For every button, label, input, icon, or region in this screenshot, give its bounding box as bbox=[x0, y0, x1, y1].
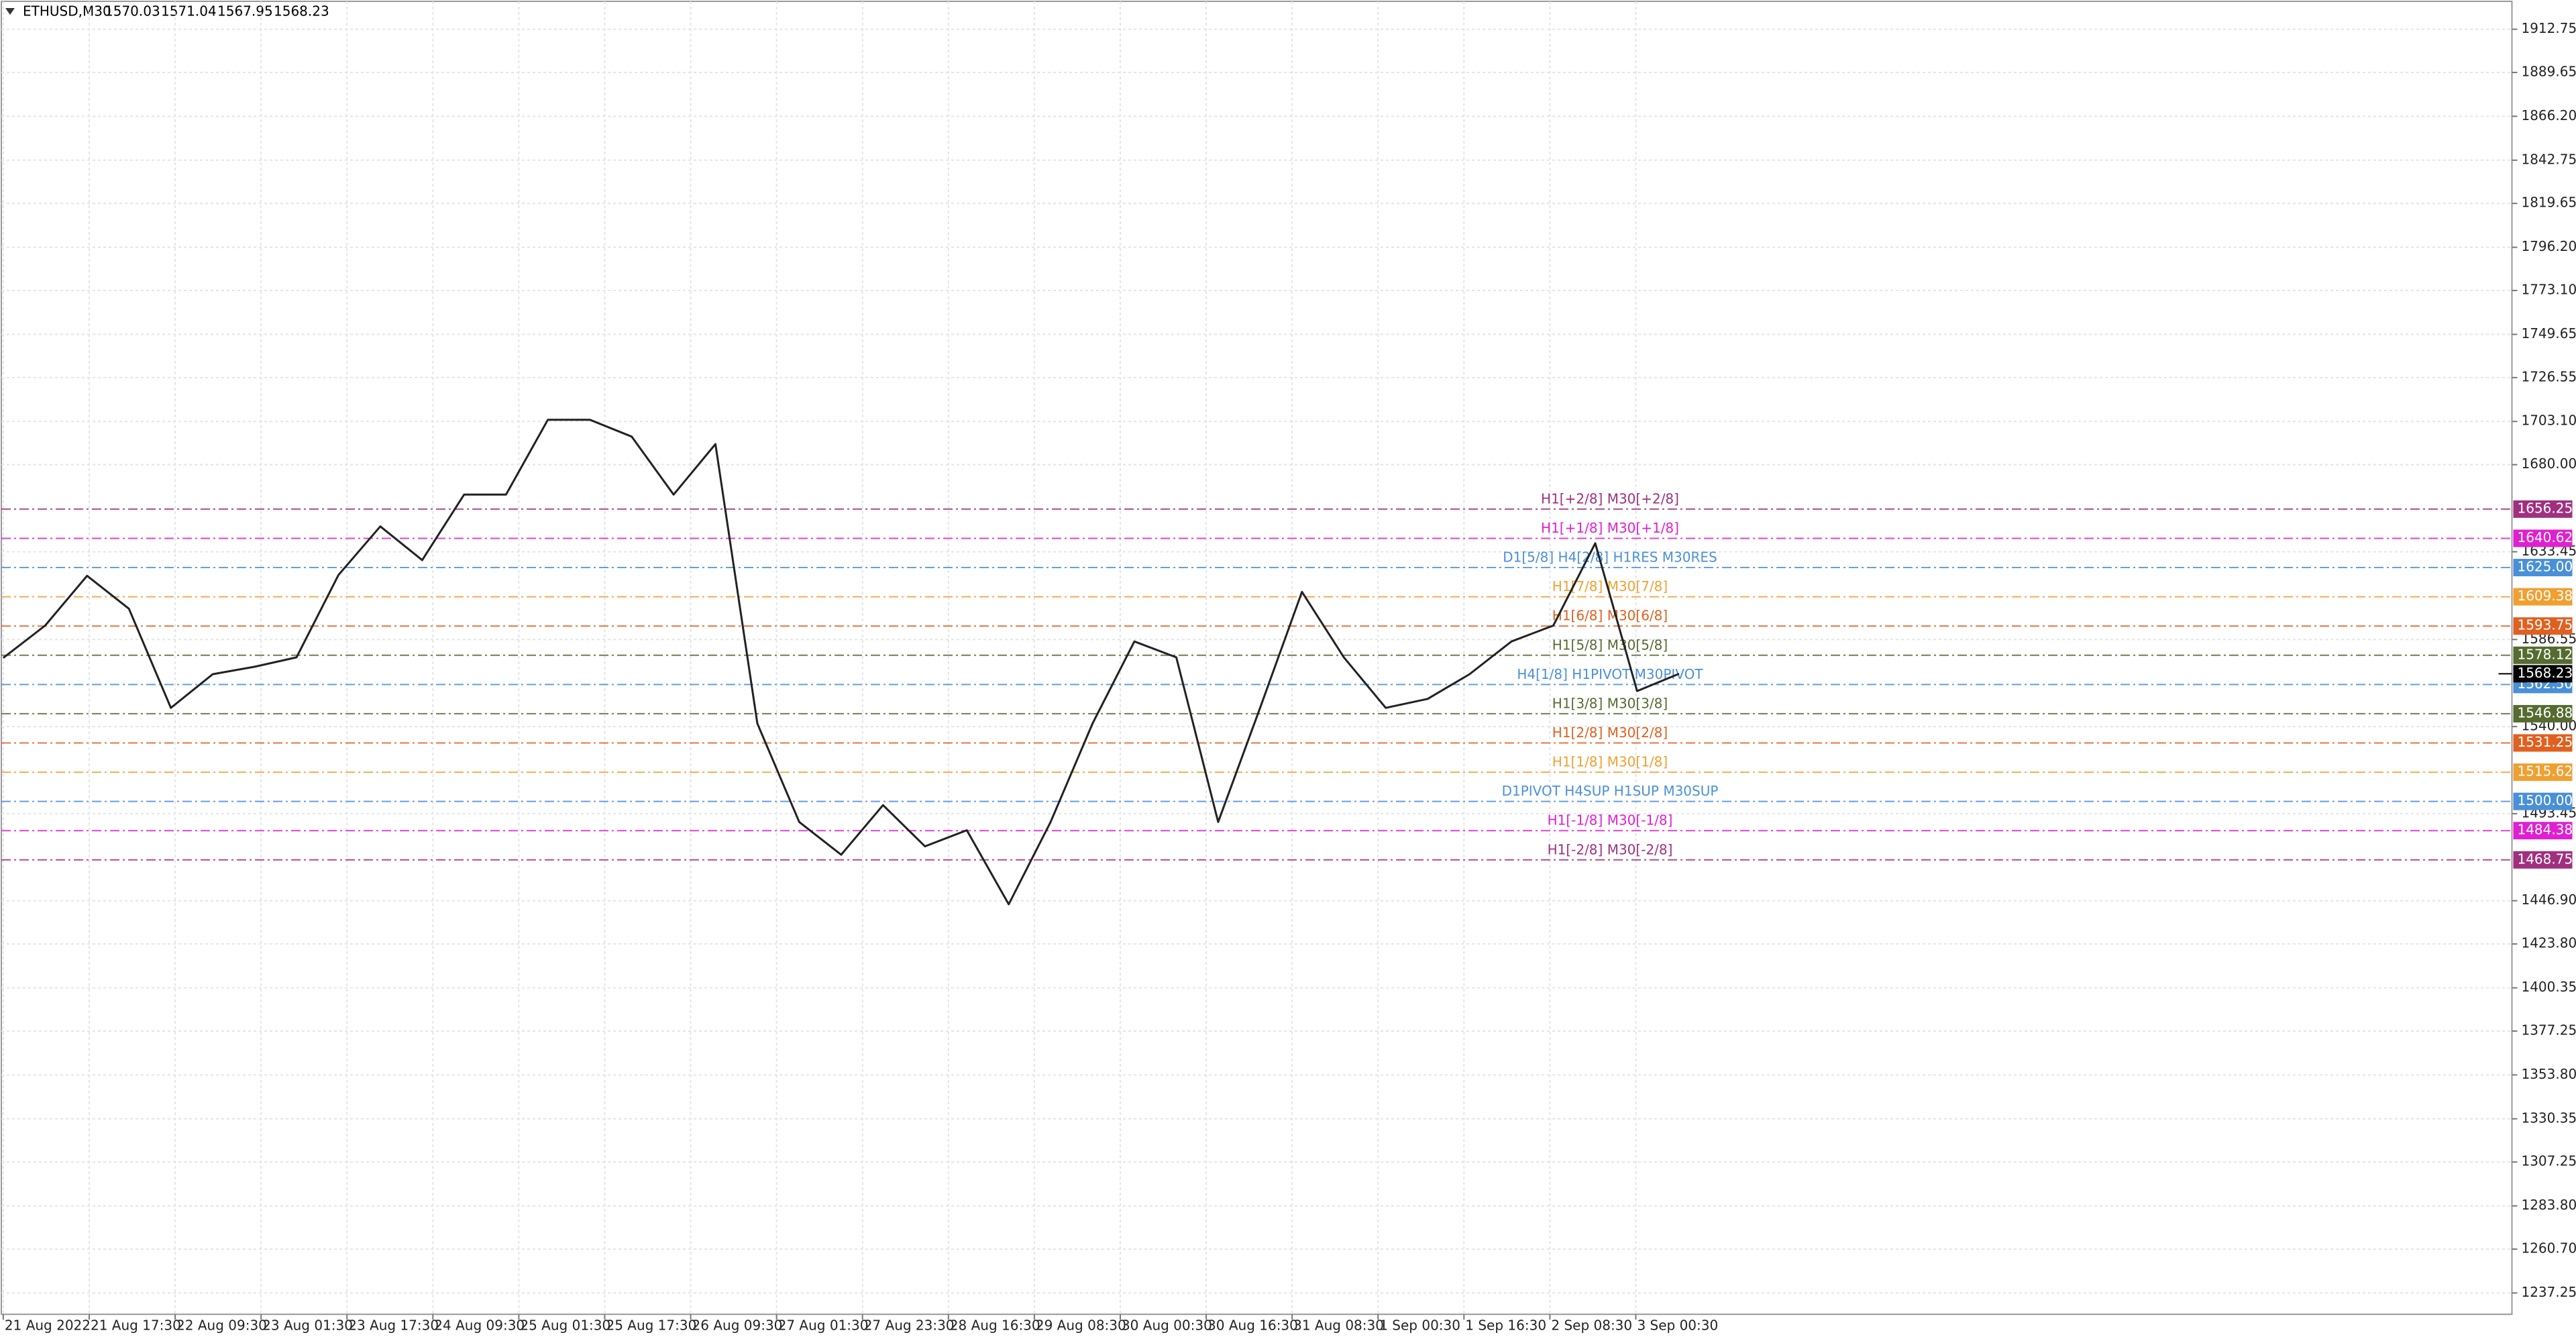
level-price: 1500.00 bbox=[2517, 792, 2573, 808]
level-name: H1[6/8] M30[6/8] bbox=[1552, 608, 1668, 624]
high: 1571.04 bbox=[161, 3, 217, 19]
close: 1568.23 bbox=[274, 3, 329, 19]
x-tick-label: 30 Aug 16:30 bbox=[1208, 1318, 1298, 1334]
x-tick-label: 2 Sep 08:30 bbox=[1551, 1318, 1632, 1334]
level-price: 1515.62 bbox=[2517, 763, 2573, 780]
level-price: 1578.12 bbox=[2517, 646, 2573, 662]
y-tick-label: 1307.25 bbox=[2521, 1153, 2576, 1169]
level-badge bbox=[2513, 529, 2573, 547]
current-price: 1568.23 bbox=[2517, 665, 2573, 681]
x-tick-label: 28 Aug 16:30 bbox=[950, 1318, 1040, 1334]
level-name: H1[-2/8] M30[-2/8] bbox=[1548, 841, 1673, 857]
symbol: ETHUSD,M30 bbox=[23, 3, 111, 19]
x-tick-label: 29 Aug 08:30 bbox=[1036, 1318, 1126, 1334]
y-tick-label: 1400.35 bbox=[2521, 979, 2576, 995]
y-tick-label: 1819.65 bbox=[2521, 195, 2576, 211]
y-tick-label: 1912.75 bbox=[2521, 20, 2576, 36]
level-price: 1625.00 bbox=[2517, 559, 2573, 575]
level-price: 1656.25 bbox=[2517, 500, 2573, 516]
x-tick-label: 24 Aug 09:30 bbox=[434, 1318, 525, 1334]
x-tick-label: 23 Aug 17:30 bbox=[348, 1318, 439, 1334]
level-badge bbox=[2513, 704, 2573, 722]
current-price-badge bbox=[2513, 665, 2573, 683]
y-tick-label: 1260.70 bbox=[2521, 1240, 2576, 1256]
y-tick-label: 1423.80 bbox=[2521, 935, 2576, 951]
y-tick-label: 1237.25 bbox=[2521, 1284, 2576, 1300]
y-tick-label: 1726.55 bbox=[2521, 368, 2576, 384]
price-line bbox=[2, 419, 1680, 906]
y-tick-label: 1353.80 bbox=[2521, 1066, 2576, 1082]
level-price: 1640.62 bbox=[2517, 529, 2573, 545]
level-price: 1609.38 bbox=[2517, 588, 2573, 604]
x-tick-label: 22 Aug 09:30 bbox=[176, 1318, 267, 1334]
y-tick-label: 1796.20 bbox=[2521, 238, 2576, 254]
level-price: 1531.25 bbox=[2517, 734, 2573, 750]
level-name: H1[-1/8] M30[-1/8] bbox=[1548, 812, 1673, 828]
level-name: D1[5/8] H4[2/8] H1RES M30RES bbox=[1503, 549, 1717, 566]
y-tick-label: 1889.65 bbox=[2521, 64, 2576, 80]
x-tick-label: 27 Aug 01:30 bbox=[778, 1318, 869, 1334]
y-tick-label: 1446.90 bbox=[2521, 892, 2576, 908]
x-tick-label: 26 Aug 09:30 bbox=[692, 1318, 783, 1334]
level-name: H1[1/8] M30[1/8] bbox=[1552, 754, 1668, 770]
x-tick-label: 1 Sep 00:30 bbox=[1379, 1318, 1460, 1334]
level-name: H1[+2/8] M30[+2/8] bbox=[1541, 490, 1679, 506]
level-name: H1[3/8] M30[3/8] bbox=[1552, 695, 1668, 711]
y-tick-label: 1703.10 bbox=[2521, 413, 2576, 429]
x-tick-label: 31 Aug 08:30 bbox=[1293, 1318, 1384, 1334]
x-tick-label: 30 Aug 00:30 bbox=[1122, 1318, 1212, 1334]
level-badge bbox=[2513, 792, 2573, 810]
plot-frame bbox=[1, 1, 2513, 1316]
x-tick-label: 21 Aug 2022 bbox=[5, 1318, 91, 1334]
level-name: H1[5/8] M30[5/8] bbox=[1552, 637, 1668, 653]
level-name: H4[1/8] H1PIVOT M30PIVOT bbox=[1517, 666, 1703, 682]
y-tick-label: 1377.25 bbox=[2521, 1022, 2576, 1038]
level-price: 1546.88 bbox=[2517, 704, 2573, 720]
level-price: 1593.75 bbox=[2517, 617, 2573, 633]
x-tick-label: 1 Sep 16:30 bbox=[1465, 1318, 1546, 1334]
level-badge bbox=[2513, 617, 2573, 635]
level-name: H1[+1/8] M30[+1/8] bbox=[1541, 520, 1679, 536]
level-badge bbox=[2513, 822, 2573, 840]
low: 1567.95 bbox=[217, 3, 273, 19]
x-tick-label: 27 Aug 23:30 bbox=[864, 1318, 955, 1334]
x-tick-label: 25 Aug 01:30 bbox=[520, 1318, 610, 1334]
open: 1570.03 bbox=[105, 3, 160, 19]
level-badge bbox=[2513, 851, 2573, 869]
level-badge bbox=[2513, 763, 2573, 782]
y-tick-label: 1773.10 bbox=[2521, 282, 2576, 298]
level-price: 1484.38 bbox=[2517, 822, 2573, 838]
level-badge bbox=[2513, 646, 2573, 664]
menu-arrow[interactable] bbox=[5, 8, 15, 15]
level-name: H1[2/8] M30[2/8] bbox=[1552, 725, 1668, 741]
y-tick-label: 1680.00 bbox=[2521, 456, 2576, 472]
level-name: D1PIVOT H4SUP H1SUP M30SUP bbox=[1502, 783, 1719, 799]
x-tick-label: 23 Aug 01:30 bbox=[262, 1318, 353, 1334]
level-badge bbox=[2513, 588, 2573, 606]
level-badge bbox=[2513, 559, 2573, 577]
y-tick-label: 1842.75 bbox=[2521, 151, 2576, 167]
y-tick-label: 1866.20 bbox=[2521, 107, 2576, 123]
x-tick-label: 25 Aug 17:30 bbox=[606, 1318, 696, 1334]
y-tick-label: 1749.65 bbox=[2521, 325, 2576, 341]
level-badge bbox=[2513, 500, 2573, 518]
y-tick-label: 1330.35 bbox=[2521, 1110, 2576, 1126]
level-badge bbox=[2513, 734, 2573, 752]
level-price: 1468.75 bbox=[2517, 851, 2573, 867]
x-tick-label: 3 Sep 00:30 bbox=[1637, 1318, 1718, 1334]
y-tick-label: 1283.80 bbox=[2521, 1197, 2576, 1213]
x-tick-label: 21 Aug 17:30 bbox=[91, 1318, 181, 1334]
